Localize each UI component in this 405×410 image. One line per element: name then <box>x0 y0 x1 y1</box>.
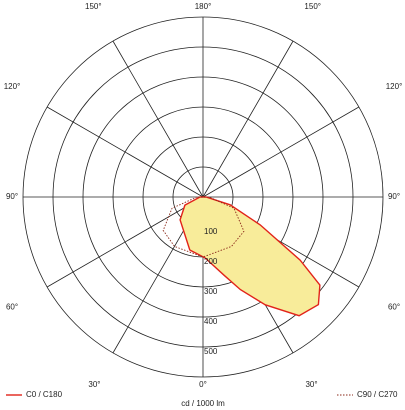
grid-spoke <box>46 196 204 288</box>
angle-tick-label: 150° <box>304 2 321 11</box>
grid-spoke <box>202 106 360 198</box>
grid-spoke <box>202 40 294 198</box>
r-tick-label: 100 <box>204 227 218 236</box>
grid-spoke <box>112 40 204 198</box>
unit-label: cd / 1000 lm <box>181 399 225 408</box>
angle-tick-label: 60° <box>388 302 400 311</box>
intensity-curve <box>179 196 321 317</box>
r-tick-label: 300 <box>204 287 218 296</box>
intensity-curve <box>162 196 245 258</box>
angle-tick-label: 120° <box>4 82 21 91</box>
angle-tick-label: 90° <box>6 192 18 201</box>
legend-label: C90 / C270 <box>357 390 398 399</box>
angle-tick-label: 120° <box>386 82 403 91</box>
angle-tick-label: 30° <box>88 380 100 389</box>
angle-tick-label: 0° <box>199 380 207 389</box>
r-tick-label: 400 <box>204 317 218 326</box>
r-tick-label: 500 <box>204 347 218 356</box>
r-tick-label: 200 <box>204 257 218 266</box>
angle-tick-label: 180° <box>195 2 212 11</box>
angle-tick-label: 60° <box>6 302 18 311</box>
angle-tick-label: 90° <box>388 192 400 201</box>
angle-tick-label: 150° <box>85 2 102 11</box>
grid-spoke <box>46 106 204 198</box>
angle-tick-label: 30° <box>305 380 317 389</box>
legend-label: C0 / C180 <box>26 390 63 399</box>
